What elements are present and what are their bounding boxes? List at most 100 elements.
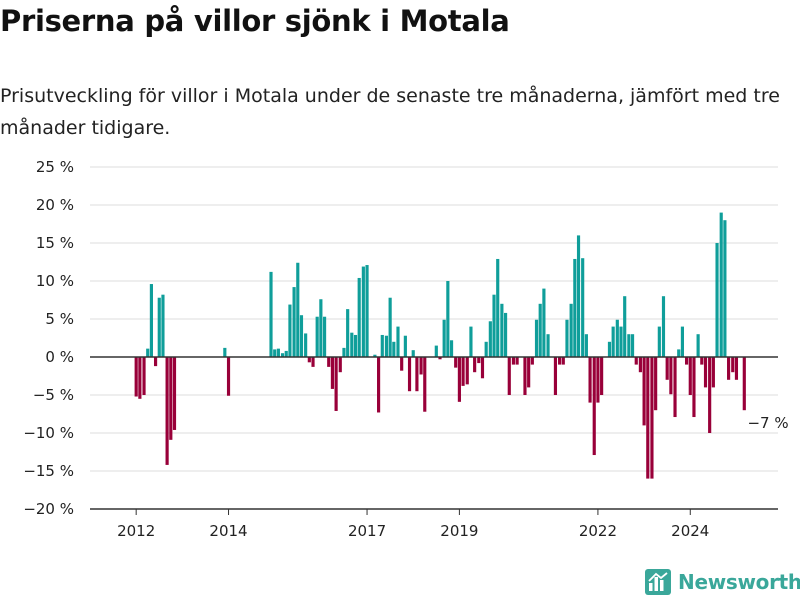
bar <box>146 348 150 357</box>
bar <box>407 357 412 392</box>
bar <box>534 319 539 357</box>
bar <box>373 354 377 357</box>
bar <box>446 281 450 357</box>
bar <box>657 326 661 357</box>
bar <box>161 294 165 357</box>
bar <box>588 357 592 403</box>
bar <box>353 334 358 357</box>
bar <box>392 341 396 357</box>
bar <box>296 262 300 357</box>
bar <box>223 347 227 357</box>
bar <box>634 357 638 365</box>
bar <box>377 357 381 413</box>
x-tick-label: 2012 <box>117 522 155 540</box>
x-tick-label: 2017 <box>348 522 386 540</box>
bar <box>304 333 308 357</box>
bar <box>538 303 542 357</box>
bar <box>696 334 700 357</box>
bar <box>319 299 323 357</box>
bar <box>623 296 627 357</box>
bar <box>442 319 446 357</box>
bar <box>269 271 273 357</box>
bar <box>680 326 684 357</box>
bar <box>673 357 677 418</box>
bar <box>496 258 500 357</box>
y-tick-label: 0 % <box>45 348 74 366</box>
gridlines <box>90 166 778 510</box>
bar <box>384 335 389 357</box>
bar <box>542 288 546 357</box>
bar <box>576 235 581 357</box>
bar <box>584 334 588 357</box>
bar <box>226 357 231 396</box>
bar <box>388 297 392 357</box>
x-tick-label: 2019 <box>440 522 478 540</box>
bar <box>615 319 619 357</box>
bar <box>165 357 169 465</box>
bar <box>157 297 161 357</box>
bar <box>619 326 623 357</box>
bar <box>288 304 292 357</box>
bar <box>715 243 719 357</box>
y-tick-label: −10 % <box>23 424 74 442</box>
bar <box>284 350 288 357</box>
newsworthy-brand[interactable]: Newsworthy <box>645 566 800 598</box>
bar <box>403 335 407 357</box>
bar <box>484 341 488 357</box>
bar <box>350 332 354 357</box>
bar <box>492 294 496 357</box>
bar <box>654 357 658 411</box>
chart-title: Priserna på villor sjönk i Motala <box>0 4 510 38</box>
bar <box>650 357 654 479</box>
bar <box>169 357 173 440</box>
y-tick-label: 10 % <box>36 272 74 290</box>
bar <box>638 357 642 373</box>
y-tick-label: 20 % <box>36 196 74 214</box>
chart-subtitle: Prisutveckling för villor i Motala under… <box>0 85 780 139</box>
bar <box>708 357 712 433</box>
bar <box>685 357 689 365</box>
bar <box>465 357 469 385</box>
bar <box>511 357 515 365</box>
bar <box>292 287 296 357</box>
bar <box>561 357 565 365</box>
bar <box>361 266 365 357</box>
bar <box>565 319 569 357</box>
bar <box>646 357 650 479</box>
bar <box>434 345 438 357</box>
bar <box>742 357 746 411</box>
bar <box>688 357 692 395</box>
bar <box>611 326 615 357</box>
bar <box>477 357 481 364</box>
annotations: −7 % <box>747 414 788 432</box>
bar <box>172 357 177 430</box>
bar <box>515 357 519 365</box>
bar <box>299 315 304 357</box>
bar <box>677 349 681 357</box>
bar <box>727 357 731 380</box>
bar <box>665 357 669 380</box>
bar <box>711 357 715 388</box>
bar <box>530 357 534 365</box>
bar <box>546 334 550 357</box>
bar <box>330 357 334 389</box>
bar <box>153 357 158 367</box>
bar <box>661 296 666 357</box>
bar <box>311 357 315 367</box>
bar <box>400 357 404 371</box>
x-tick-label: 2014 <box>209 522 247 540</box>
x-axis: 2012 2014 2017 2019 2022 2024 <box>90 508 778 540</box>
bar <box>581 258 585 357</box>
bar <box>457 357 461 402</box>
bar <box>488 321 492 357</box>
y-tick-label: −20 % <box>23 500 74 518</box>
bar <box>315 316 319 357</box>
bar <box>596 357 600 403</box>
y-axis: 25 % 20 % 15 % 10 % 5 % 0 % −5 % −10 % −15 % −20 … <box>23 158 74 518</box>
last-value-label: −7 % <box>747 414 788 432</box>
bar <box>273 349 277 357</box>
bars <box>90 212 778 479</box>
bar <box>342 347 346 357</box>
bar <box>280 353 285 357</box>
bar <box>700 357 704 365</box>
